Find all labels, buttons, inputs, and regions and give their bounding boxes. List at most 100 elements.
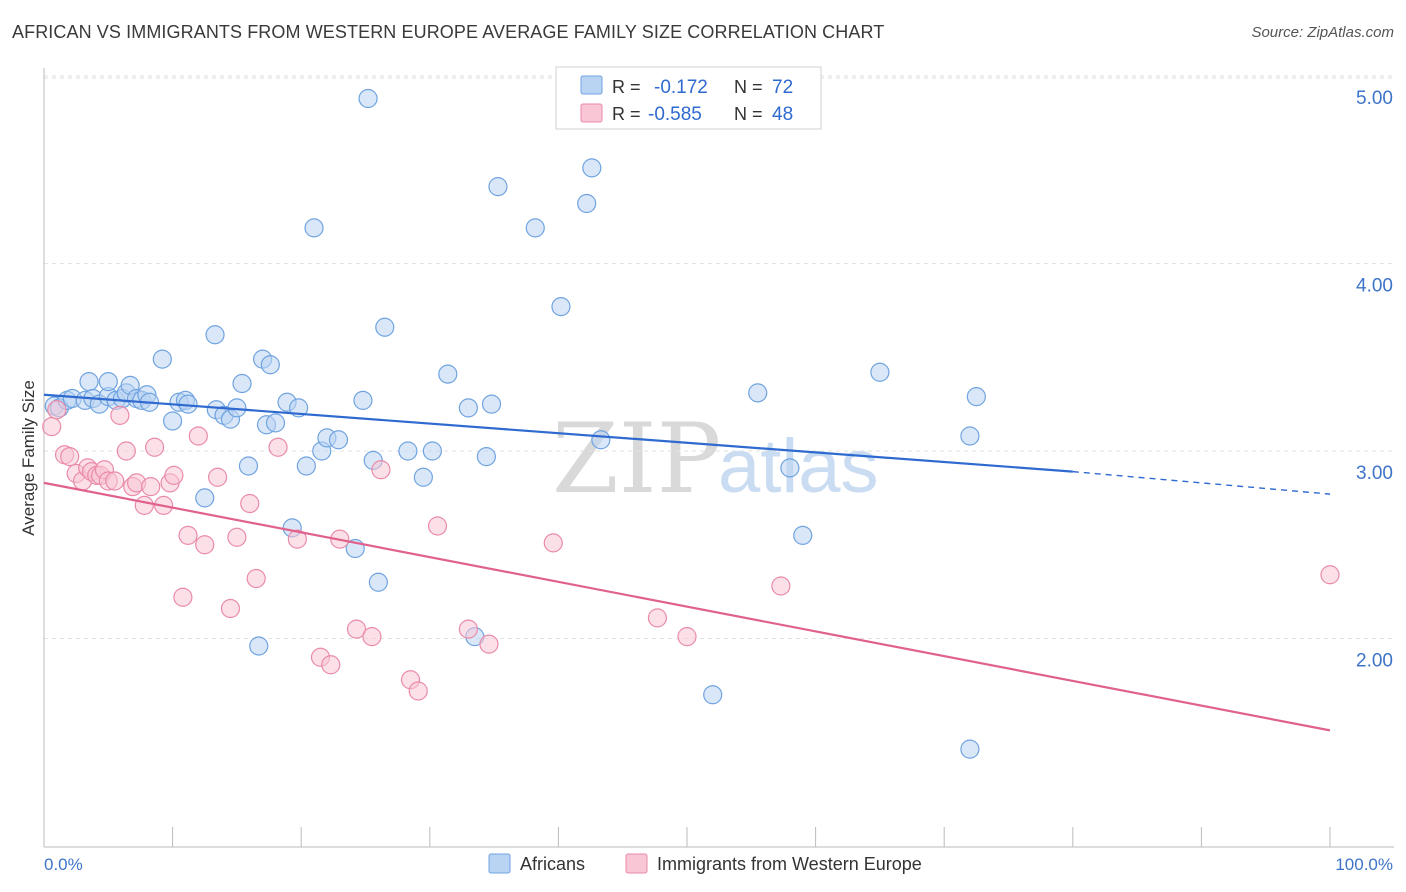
africans-point [422,441,442,461]
immigrants-point [647,608,668,628]
legend-r-label-1: R = [612,77,641,97]
immigrants-point [208,467,228,487]
africans-point [238,456,259,476]
legend-swatch-africans [580,75,603,95]
immigrants-point [47,400,67,420]
immigrants-point [164,465,184,485]
bottom-legend-africans: Africans [520,854,585,874]
immigrants-point [321,655,341,675]
immigrants-point [346,619,367,639]
immigrants-point [110,405,130,425]
africans-point [966,387,986,407]
immigrants-trend-line [43,481,1331,732]
africans-point [413,467,433,487]
legend-n-value-1: 72 [772,77,793,98]
africans-point [79,372,99,392]
bottom-legend-swatch-africans [488,853,511,874]
bottom-legend-swatch-immigrants [625,853,648,874]
africans-point [476,447,496,467]
axes [43,68,1394,848]
grid-lines [44,75,1394,639]
africans-point [163,411,183,431]
africans-point [398,441,418,461]
immigrants-point [195,535,215,555]
immigrants-point [479,634,499,654]
legend-n-label-1: N = [734,77,763,97]
africans-point [551,297,571,317]
immigrants-point [677,627,697,647]
africans-point [591,430,611,450]
legend-n-value-2: 48 [772,104,793,125]
immigrants-point [116,441,136,461]
africans-point [265,413,286,433]
legend-r-value-2: -0.585 [648,104,702,125]
immigrants-point [371,460,391,480]
source-label: Source: ZipAtlas.com [1251,24,1394,41]
immigrants-point [246,568,266,589]
immigrants-point [188,426,208,446]
y-tick-label: 2.00 [1356,651,1393,672]
africans-point [296,456,316,476]
africans-point [525,218,545,238]
immigrants-point [220,598,241,619]
y-tick-labels: 2.00 3.00 4.00 5.00 [1356,88,1393,672]
bottom-legend: Africans Immigrants from Western Europe [488,853,922,874]
africans-point [960,739,980,759]
africans-point [353,390,373,410]
x-tick-label-min: 0.0% [44,855,83,874]
watermark-zip: ZIP [552,403,721,515]
immigrants-point [287,529,307,549]
africans-point [152,349,172,369]
africans-point [582,158,602,178]
africans-point [870,362,890,382]
series-immigrants-points [42,400,1340,701]
immigrants-point [178,525,198,545]
africans-point [328,430,349,450]
africans-point [304,218,324,238]
africans-point [375,317,395,337]
chart-title: AFRICAN VS IMMIGRANTS FROM WESTERN EUROP… [12,22,885,42]
africans-point [960,426,980,446]
africans-point [577,193,597,214]
immigrants-point [60,447,80,467]
legend-swatch-immigrants [580,103,603,123]
trend-lines [43,393,1331,732]
immigrants-point [1320,565,1340,585]
legend-r-label-2: R = [612,104,641,124]
africans-point [195,488,215,508]
africans-point [438,364,458,384]
africans-point [249,636,269,656]
immigrants-point [141,477,161,497]
y-tick-label: 5.00 [1356,88,1393,109]
immigrants-point [227,527,247,547]
bottom-legend-immigrants: Immigrants from Western Europe [657,854,922,874]
immigrants-point [408,681,428,701]
africans-point [260,355,280,375]
africans-point [488,177,508,197]
immigrants-point [173,587,193,607]
y-axis-label: Average Family Size [19,380,38,536]
immigrants-point [134,495,154,515]
immigrants-point [458,619,478,639]
africans-point [232,373,252,394]
immigrants-point [268,437,288,457]
immigrants-point [144,437,165,457]
africans-trend-extension [1072,470,1331,495]
immigrants-point [240,493,260,514]
immigrants-point [543,533,563,553]
legend-n-label-2: N = [734,104,763,124]
africans-trend-line [43,393,1073,473]
x-tick-label-max: 100.0% [1335,855,1393,874]
africans-point [358,88,378,109]
legend-r-value-1: -0.172 [654,77,708,98]
africans-point [481,394,502,414]
africans-point [458,398,478,418]
immigrants-point [427,516,448,536]
immigrants-point [42,417,62,437]
africans-point [748,383,768,403]
africans-point [368,572,388,592]
immigrants-point [105,471,125,491]
y-tick-label: 3.00 [1356,463,1393,484]
legend-box: R = -0.172 N = 72 R = -0.585 N = 48 [555,66,822,130]
